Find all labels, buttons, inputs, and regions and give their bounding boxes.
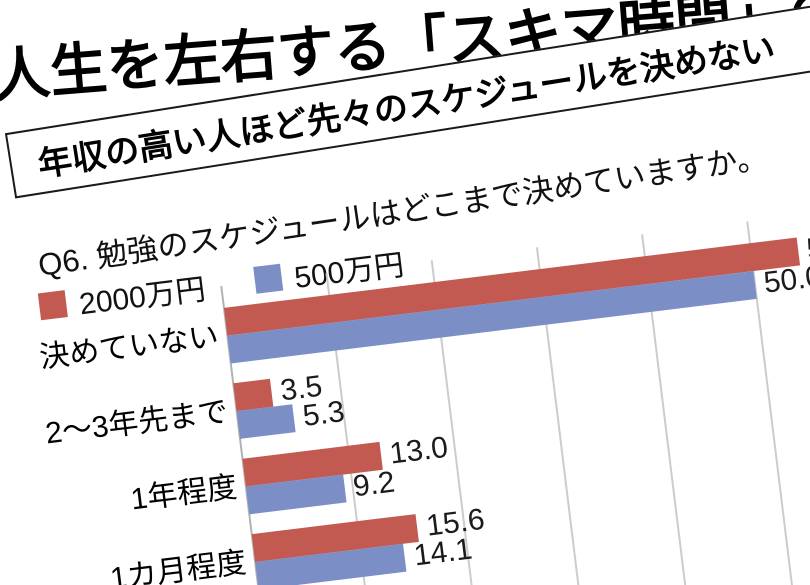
value-label: 9.2 <box>351 465 397 504</box>
legend-swatch-2000manyen <box>37 289 68 320</box>
value-label: 5.3 <box>300 395 347 433</box>
category-label: 1年程度 <box>128 470 239 517</box>
category-label: 決めていない <box>37 319 221 375</box>
category-label: 2〜3年先まで <box>43 395 230 451</box>
value-label: 13.0 <box>387 430 450 471</box>
value-label: 14.1 <box>412 532 475 573</box>
category-label: 1カ月程度 <box>108 546 249 585</box>
bar-500万円-2〜3年先まで <box>236 404 296 439</box>
value-label: 50.0 <box>761 259 810 300</box>
